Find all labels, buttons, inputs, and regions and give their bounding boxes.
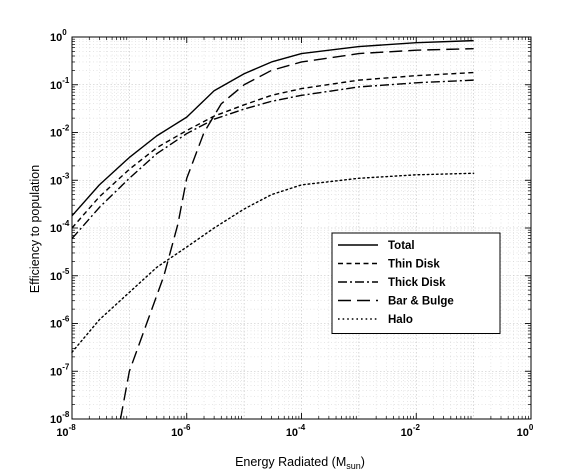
legend-box (331, 232, 501, 334)
y-tick-label: 10-6 (50, 315, 70, 331)
x-tick-label: 10-8 (56, 423, 76, 439)
y-axis-label: Efficiency to population (28, 165, 42, 293)
series-layer (71, 39, 475, 420)
series-line-thin-disk (71, 71, 474, 229)
x-tick-label: 10-4 (286, 423, 306, 439)
legend-label: Bar & Bulge (388, 296, 454, 308)
x-tick-label: 10-6 (171, 423, 191, 439)
legend-label: Total (388, 240, 415, 252)
series-line-halo (71, 172, 475, 353)
series-line-bar-bulge (119, 47, 474, 420)
series-line-total (71, 39, 474, 217)
y-tick-label: 10-3 (50, 171, 70, 187)
legend-label: Halo (388, 314, 413, 326)
y-tick-label: 10-7 (50, 362, 70, 378)
legend-label: Thin Disk (388, 259, 440, 271)
legend-label: Thick Disk (388, 277, 446, 289)
y-tick-label: 10-1 (50, 76, 70, 92)
series-line-thick-disk (71, 79, 474, 240)
minor-grid (72, 37, 531, 419)
y-tick-label: 10-2 (50, 124, 70, 140)
y-tick-labels: 100 10-1 10-2 10-3 10-4 10-5 10-6 10-7 10-8 (50, 28, 70, 426)
y-tick-label: 10-4 (50, 219, 70, 235)
axis-ticks (71, 36, 532, 420)
x-tick-label: 10-2 (401, 423, 421, 439)
x-tick-label: 100 (517, 423, 534, 439)
y-tick-label: 10-5 (50, 267, 70, 283)
y-tick-label: 10-8 (50, 410, 70, 426)
x-axis-label: Energy Radiated (Msun) (235, 455, 365, 471)
legend: Total Thin Disk Thick Disk Bar & Bulge Halo (331, 232, 501, 334)
x-tick-labels: 10-8 10-6 10-4 10-2 100 (56, 423, 534, 439)
y-tick-label: 100 (50, 28, 67, 44)
